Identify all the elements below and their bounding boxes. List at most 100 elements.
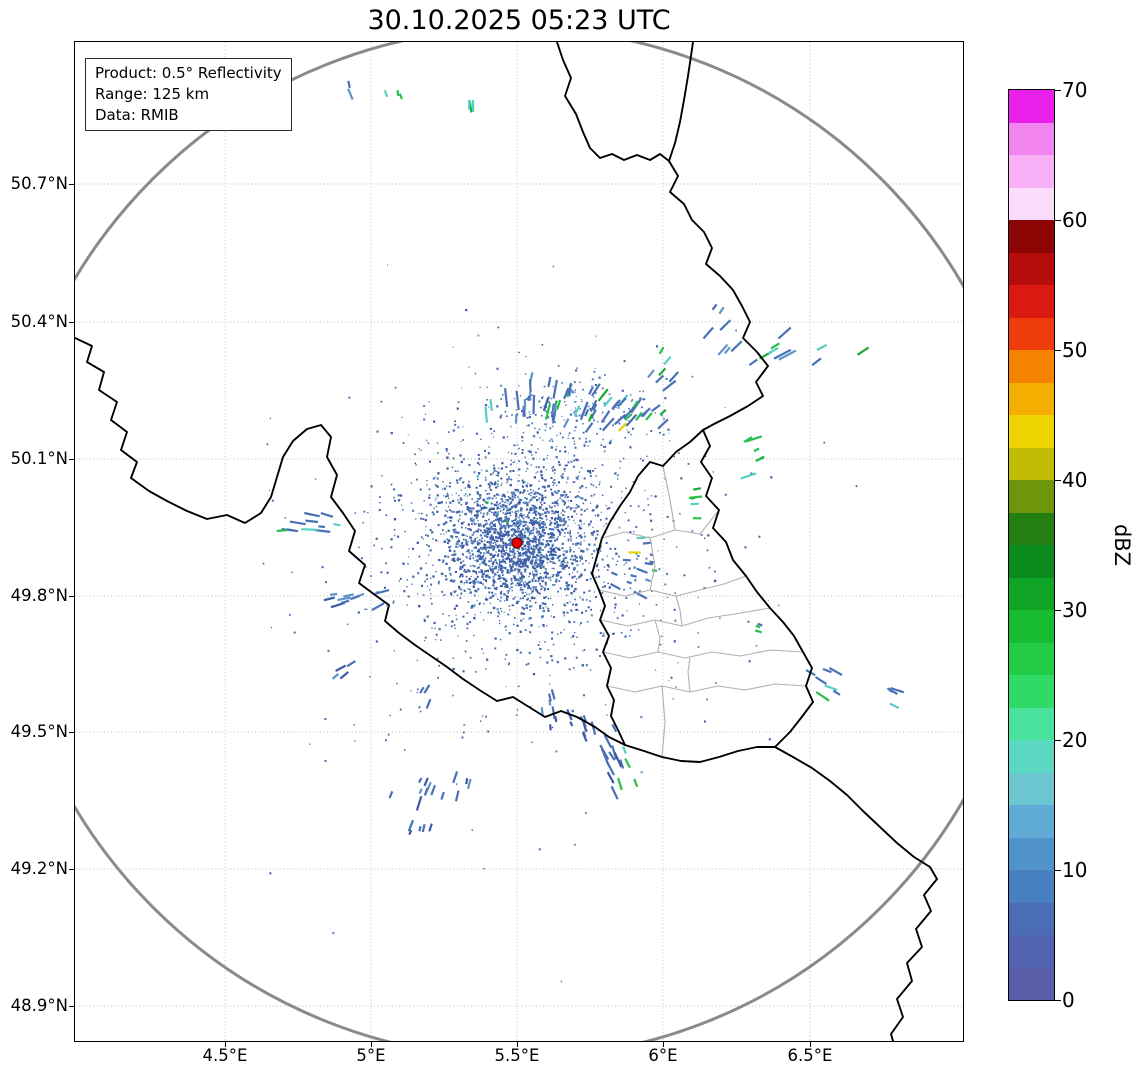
colorbar-segment [1009, 480, 1054, 513]
border-belgium_germany [668, 160, 769, 431]
colorbar-tick-mark [1055, 870, 1061, 871]
lon-tick-mark [225, 1041, 226, 1047]
colorbar-segment [1009, 642, 1054, 675]
colorbar-segment [1009, 707, 1054, 740]
colorbar-segment [1009, 187, 1054, 220]
lat-tick-label: 48.9°N [10, 996, 68, 1015]
colorbar-tick-mark [1055, 610, 1061, 611]
info-source: Data: RMIB [95, 106, 179, 124]
colorbar-tick-label: 0 [1062, 988, 1075, 1012]
lon-tick-label: 5°E [356, 1046, 386, 1065]
lon-tick-mark [810, 1041, 811, 1047]
lat-tick-label: 50.4°N [10, 312, 68, 331]
lat-tick-mark [69, 459, 75, 460]
lat-tick-label: 50.1°N [10, 449, 68, 468]
colorbar-segment [1009, 772, 1054, 805]
colorbar-tick-label: 30 [1062, 598, 1088, 622]
border-france_belgium [75, 337, 626, 746]
radar-map-svg [75, 42, 963, 1041]
colorbar-tick-mark [1055, 220, 1061, 221]
lat-tick-mark [69, 184, 75, 185]
border-netherlands_limburg_loop [556, 42, 694, 162]
colorbar-tick-label: 70 [1062, 78, 1088, 102]
lon-tick-mark [517, 1041, 518, 1047]
canton-border [675, 595, 683, 627]
gridlines [75, 42, 963, 1041]
lon-tick-label: 5.5°E [494, 1046, 540, 1065]
colorbar-segment [1009, 545, 1054, 578]
colorbar-segment [1009, 967, 1054, 1000]
colorbar-segment [1009, 902, 1054, 935]
lat-tick-mark [69, 732, 75, 733]
colorbar-segment [1009, 220, 1054, 253]
canton-border [598, 575, 747, 597]
canton-border [687, 657, 691, 693]
canton-border [662, 465, 676, 531]
luxembourg-canton-borders [598, 465, 807, 758]
colorbar-segment [1009, 415, 1054, 448]
canton-border [661, 685, 666, 758]
colorbar-tick-label: 20 [1062, 728, 1088, 752]
lat-tick-mark [69, 1006, 75, 1007]
colorbar-segment [1009, 350, 1054, 383]
colorbar-segment [1009, 382, 1054, 415]
colorbar-segment [1009, 252, 1054, 285]
lat-tick-label: 49.8°N [10, 586, 68, 605]
canton-border [649, 537, 656, 591]
lon-tick-label: 4.5°E [202, 1046, 248, 1065]
colorbar [1008, 89, 1055, 1001]
colorbar-tick-label: 50 [1062, 338, 1088, 362]
colorbar-segment [1009, 447, 1054, 480]
colorbar-tick-mark [1055, 1000, 1061, 1001]
lat-tick-mark [69, 869, 75, 870]
colorbar-segment [1009, 740, 1054, 773]
canton-border [606, 683, 807, 693]
colorbar-segment [1009, 870, 1054, 903]
lat-tick-mark [69, 322, 75, 323]
lon-tick-mark [371, 1041, 372, 1047]
lon-tick-label: 6°E [648, 1046, 678, 1065]
border-luxembourg_germany [700, 429, 814, 748]
colorbar-segment [1009, 122, 1054, 155]
lat-tick-label: 50.7°N [10, 174, 68, 193]
lon-tick-label: 6.5°E [787, 1046, 833, 1065]
radar-site-marker [511, 537, 523, 549]
lat-tick-mark [69, 596, 75, 597]
colorbar-tick-label: 10 [1062, 858, 1088, 882]
lat-tick-label: 49.5°N [10, 722, 68, 741]
colorbar-tick-mark [1055, 350, 1061, 351]
colorbar-tick-mark [1055, 90, 1061, 91]
radar-echo-layer [262, 80, 905, 983]
colorbar-segment [1009, 577, 1054, 610]
canton-border [599, 607, 771, 627]
colorbar-unit-label: dBZ [1110, 523, 1134, 567]
colorbar-segment [1009, 512, 1054, 545]
colorbar-tick-label: 60 [1062, 208, 1088, 232]
colorbar-segment [1009, 90, 1054, 123]
lat-tick-label: 49.2°N [10, 859, 68, 878]
colorbar-segment [1009, 610, 1054, 643]
colorbar-tick-mark [1055, 740, 1061, 741]
border-france_luxembourg [624, 744, 776, 763]
colorbar-segment [1009, 285, 1054, 318]
canton-border [654, 619, 661, 653]
info-box: Product: 0.5° Reflectivity Range: 125 km… [85, 58, 292, 131]
canton-border [602, 649, 804, 659]
canton-border [601, 509, 720, 539]
colorbar-tick-mark [1055, 480, 1061, 481]
colorbar-segment [1009, 675, 1054, 708]
colorbar-segment [1009, 805, 1054, 838]
lon-tick-mark [663, 1041, 664, 1047]
country-borders [75, 42, 938, 1041]
colorbar-segment [1009, 837, 1054, 870]
info-product: Product: 0.5° Reflectivity [95, 64, 282, 82]
plot-area: Product: 0.5° Reflectivity Range: 125 km… [74, 41, 964, 1042]
info-range: Range: 125 km [95, 85, 210, 103]
border-france_germany [774, 746, 938, 1041]
border-belgium_luxembourg [591, 429, 704, 746]
colorbar-segment [1009, 935, 1054, 968]
colorbar-segment [1009, 155, 1054, 188]
plot-title: 30.10.2025 05:23 UTC [367, 5, 671, 36]
colorbar-segment [1009, 317, 1054, 350]
